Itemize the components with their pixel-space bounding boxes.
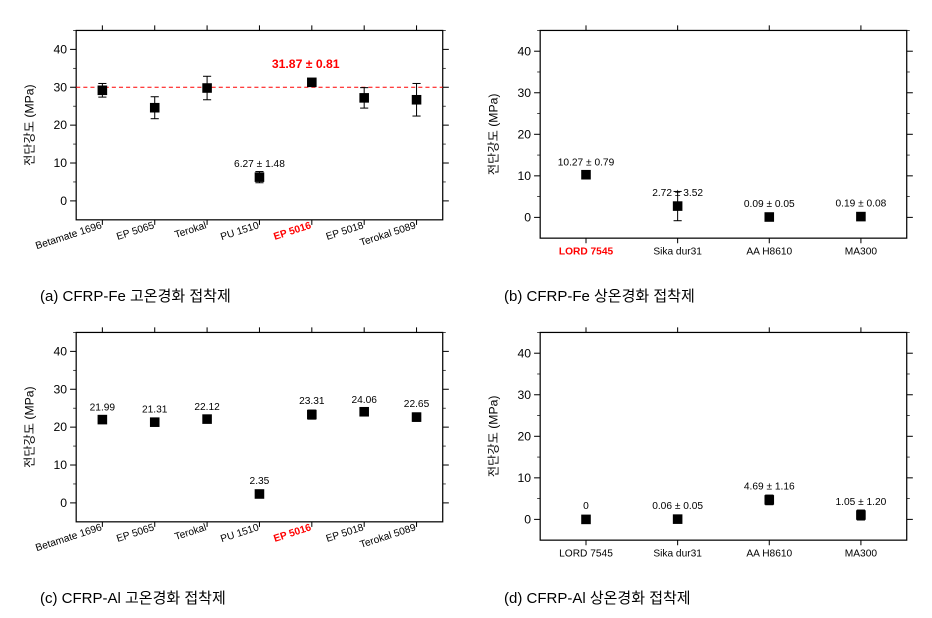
chart-d: 0 10 20 30 40 LORD 7545 Sika dur31 AA H8610 MA30… xyxy=(474,312,922,583)
svg-text:0.06 ± 0.05: 0.06 ± 0.05 xyxy=(652,501,703,512)
caption-c: (c) CFRP-Al 고온경화 접착제 xyxy=(10,587,458,608)
panel-b: 0 10 20 30 40 LORD 7545 Sika dur31 AA H8610 MA30… xyxy=(474,10,922,306)
svg-text:PU 1510: PU 1510 xyxy=(219,522,260,545)
svg-text:Terokal 5089: Terokal 5089 xyxy=(359,220,418,249)
svg-text:21.99: 21.99 xyxy=(90,402,116,413)
svg-text:전단강도 (MPa): 전단강도 (MPa) xyxy=(22,84,36,166)
svg-text:30: 30 xyxy=(53,80,67,94)
svg-text:21.31: 21.31 xyxy=(142,404,168,415)
svg-text:LORD 7545: LORD 7545 xyxy=(559,246,614,257)
svg-text:EP 5065: EP 5065 xyxy=(115,522,156,545)
svg-text:0.19 ± 0.08: 0.19 ± 0.08 xyxy=(835,198,886,209)
svg-text:EP 5016: EP 5016 xyxy=(272,522,313,545)
svg-text:2.72 ± 3.52: 2.72 ± 3.52 xyxy=(652,188,703,199)
svg-text:Terokal 5089: Terokal 5089 xyxy=(359,522,418,551)
svg-text:10: 10 xyxy=(53,458,67,472)
svg-text:EP 5016: EP 5016 xyxy=(272,220,313,243)
svg-text:Terokal: Terokal xyxy=(173,220,208,241)
panel-d: 0 10 20 30 40 LORD 7545 Sika dur31 AA H8610 MA30… xyxy=(474,312,922,608)
svg-text:전단강도 (MPa): 전단강도 (MPa) xyxy=(486,396,500,478)
svg-text:4.69 ± 1.16: 4.69 ± 1.16 xyxy=(744,482,795,493)
svg-text:MA300: MA300 xyxy=(845,246,878,257)
panel-a: 0 10 20 30 40 Betamate 1696 EP 5065 Terokal PU 1… xyxy=(10,10,458,306)
svg-text:23.31: 23.31 xyxy=(299,396,325,407)
svg-text:LORD 7545: LORD 7545 xyxy=(559,548,613,559)
svg-text:MA300: MA300 xyxy=(845,548,878,559)
chart-b: 0 10 20 30 40 LORD 7545 Sika dur31 AA H8610 MA30… xyxy=(474,10,922,281)
svg-text:전단강도 (MPa): 전단강도 (MPa) xyxy=(22,386,36,468)
svg-text:2.35: 2.35 xyxy=(250,476,270,487)
svg-text:0: 0 xyxy=(583,501,589,512)
svg-text:10: 10 xyxy=(53,156,67,170)
svg-text:22.65: 22.65 xyxy=(404,399,430,410)
svg-text:0: 0 xyxy=(524,210,531,224)
caption-a: (a) CFRP-Fe 고온경화 접착제 xyxy=(10,285,458,306)
svg-text:Sika dur31: Sika dur31 xyxy=(653,246,702,257)
svg-text:30: 30 xyxy=(517,86,531,100)
svg-text:Sika dur31: Sika dur31 xyxy=(653,548,702,559)
svg-text:20: 20 xyxy=(53,118,67,132)
svg-text:20: 20 xyxy=(517,127,531,141)
svg-text:Betamate 1696: Betamate 1696 xyxy=(34,220,103,252)
svg-text:0: 0 xyxy=(524,512,531,526)
svg-text:40: 40 xyxy=(53,344,67,358)
svg-text:30: 30 xyxy=(53,382,67,396)
svg-text:10: 10 xyxy=(517,471,531,485)
chart-c: 0 10 20 30 40 Betamate 1696 EP 5065 Terokal PU 1… xyxy=(10,312,458,583)
svg-text:Betamate 1696: Betamate 1696 xyxy=(34,522,103,554)
caption-b: (b) CFRP-Fe 상온경화 접착제 xyxy=(474,285,922,306)
svg-text:전단강도 (MPa): 전단강도 (MPa) xyxy=(486,94,500,176)
svg-text:0: 0 xyxy=(60,194,67,208)
svg-text:1.05 ± 1.20: 1.05 ± 1.20 xyxy=(835,497,886,508)
figure-grid: 0 10 20 30 40 Betamate 1696 EP 5065 Terokal PU 1… xyxy=(10,10,922,608)
svg-text:PU 1510: PU 1510 xyxy=(219,220,260,243)
svg-text:20: 20 xyxy=(517,429,531,443)
svg-text:40: 40 xyxy=(517,346,531,360)
svg-text:0.09 ± 0.05: 0.09 ± 0.05 xyxy=(744,199,795,210)
svg-text:AA H8610: AA H8610 xyxy=(746,246,792,257)
caption-d: (d) CFRP-Al 상온경화 접착제 xyxy=(474,587,922,608)
svg-text:31.87 ± 0.81: 31.87 ± 0.81 xyxy=(272,57,340,71)
svg-text:EP 5065: EP 5065 xyxy=(115,220,156,243)
svg-text:40: 40 xyxy=(517,44,531,58)
svg-text:AA H8610: AA H8610 xyxy=(746,548,792,559)
svg-text:20: 20 xyxy=(53,420,67,434)
svg-text:22.12: 22.12 xyxy=(194,402,220,413)
svg-text:40: 40 xyxy=(53,42,67,56)
svg-text:Terokal: Terokal xyxy=(173,522,208,543)
svg-text:0: 0 xyxy=(60,496,67,510)
svg-text:10.27 ± 0.79: 10.27 ± 0.79 xyxy=(558,157,615,168)
svg-text:6.27 ± 1.48: 6.27 ± 1.48 xyxy=(234,159,285,170)
svg-text:24.06: 24.06 xyxy=(351,395,377,406)
chart-a: 0 10 20 30 40 Betamate 1696 EP 5065 Terokal PU 1… xyxy=(10,10,458,281)
panel-c: 0 10 20 30 40 Betamate 1696 EP 5065 Terokal PU 1… xyxy=(10,312,458,608)
svg-text:30: 30 xyxy=(517,388,531,402)
svg-text:10: 10 xyxy=(517,169,531,183)
